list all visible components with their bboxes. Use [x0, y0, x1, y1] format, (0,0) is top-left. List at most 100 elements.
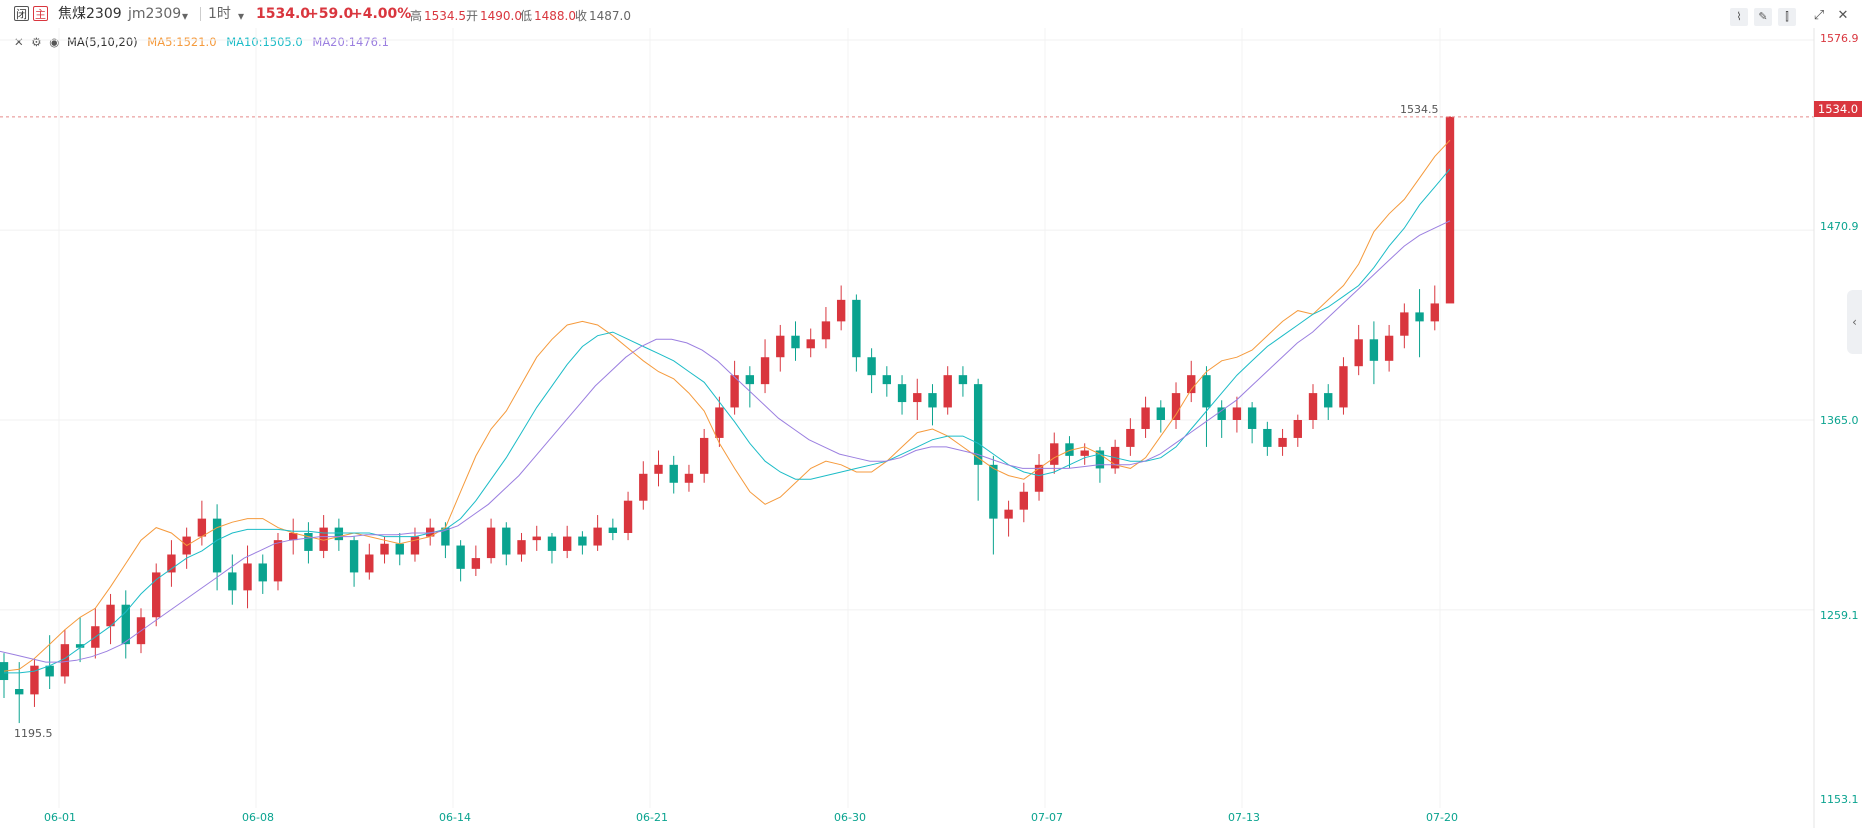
candle: [593, 527, 602, 546]
candle: [1171, 393, 1181, 420]
candle: [699, 437, 709, 474]
period-selector[interactable]: 1时: [208, 6, 231, 22]
candle: [1354, 339, 1363, 367]
y-tick-label: 1365.0: [1820, 414, 1859, 427]
candle: [471, 558, 481, 569]
line-chart-icon[interactable]: ⌇: [1730, 8, 1748, 26]
x-tick-label: 07-07: [1031, 811, 1063, 824]
candle: [410, 536, 420, 555]
candle: [1247, 407, 1257, 429]
candle: [958, 375, 968, 385]
candle: [152, 572, 161, 618]
candle: [1217, 407, 1226, 420]
pencil-icon[interactable]: ✎: [1754, 8, 1772, 26]
candle: [273, 540, 283, 582]
ma20-value: MA20:1476.1: [312, 35, 389, 49]
candle: [547, 536, 557, 551]
candle: [228, 572, 237, 591]
candle: [608, 527, 618, 533]
candle: [913, 393, 922, 403]
low-value: 1488.0: [534, 9, 576, 23]
candle: [1430, 303, 1439, 322]
ma-line-ma20: [0, 220, 1451, 663]
candle: [745, 375, 755, 385]
candle: [106, 604, 115, 627]
instrument-name[interactable]: 焦煤2309: [58, 6, 122, 22]
candle: [897, 384, 907, 403]
candle: [791, 335, 800, 349]
x-tick-label: 06-21: [636, 811, 668, 824]
candle: [243, 563, 252, 591]
candle: [1324, 393, 1333, 408]
ma10-value: MA10:1505.0: [226, 35, 303, 49]
candle: [821, 321, 831, 340]
candle: [1095, 450, 1105, 469]
max-price-annotation: 1534.5: [1400, 103, 1439, 116]
chevron-down-icon[interactable]: ▾: [182, 9, 189, 23]
candle: [167, 554, 176, 573]
period-chevron-icon[interactable]: ▾: [238, 9, 245, 23]
candle: [212, 518, 222, 573]
ma-lines: [0, 139, 1451, 674]
y-tick-label: 1259.1: [1820, 609, 1859, 622]
grid-lines: [0, 28, 1814, 808]
candle: [1263, 428, 1272, 447]
price-change: +59.0: [307, 6, 354, 22]
candle: [1065, 443, 1074, 456]
candle: [730, 375, 739, 408]
candles-icon[interactable]: ⫿: [1778, 8, 1796, 26]
candle: [1293, 420, 1302, 438]
candle: [441, 527, 450, 546]
candle: [684, 473, 694, 483]
candle: [715, 407, 724, 438]
candle: [1004, 509, 1013, 519]
candle: [1278, 437, 1287, 447]
indicator-legend: ✕ ⚙ ◉ MA(5,10,20) MA5:1521.0 MA10:1505.0…: [14, 34, 389, 50]
candle: [304, 532, 313, 551]
x-tick-label: 07-13: [1228, 811, 1260, 824]
close-indicator-icon[interactable]: ✕: [14, 35, 24, 49]
x-tick-label: 06-08: [242, 811, 274, 824]
candle: [334, 527, 344, 541]
candle: [776, 335, 785, 358]
price-change-pct: +4.00%: [351, 6, 412, 22]
collapse-panel-icon[interactable]: ‹: [1847, 290, 1862, 354]
candle: [365, 554, 374, 573]
candle: [1080, 450, 1089, 456]
header-bar: 闭 主 焦煤2309 jm2309 ▾ 1时 ▾ 1534.0 +59.0 +4…: [0, 0, 1862, 28]
candle: [502, 527, 511, 555]
candle: [669, 464, 678, 483]
high-label: 高: [410, 9, 423, 23]
high-value: 1534.5: [424, 9, 466, 23]
candle: [806, 339, 815, 349]
divider: [200, 7, 201, 21]
candle: [349, 540, 359, 573]
candle: [30, 665, 39, 695]
candle: [562, 536, 572, 551]
x-tick-label: 07-20: [1426, 811, 1458, 824]
candle: [1369, 339, 1379, 361]
candle: [1445, 116, 1455, 304]
x-tick-label: 06-14: [439, 811, 471, 824]
candle: [60, 644, 70, 677]
close-icon[interactable]: ✕: [1837, 8, 1849, 23]
settings-icon[interactable]: ⚙: [31, 35, 42, 49]
ma-line-ma5: [3, 139, 1451, 672]
y-tick-label: 1470.9: [1820, 220, 1859, 233]
candle: [289, 532, 298, 541]
candle: [1019, 491, 1028, 510]
candle: [639, 473, 648, 501]
open-value: 1490.0: [480, 9, 522, 23]
eye-icon[interactable]: ◉: [49, 35, 60, 49]
candle: [973, 384, 983, 465]
y-tick-label: 1576.9: [1820, 32, 1859, 45]
candle: [578, 536, 587, 546]
instrument-code[interactable]: jm2309: [128, 6, 182, 22]
candle: [1156, 407, 1165, 420]
candle: [1202, 375, 1211, 408]
candle: [836, 299, 846, 322]
candle: [532, 536, 541, 541]
expand-icon[interactable]: ⤢: [1813, 8, 1825, 23]
candle: [654, 464, 663, 474]
